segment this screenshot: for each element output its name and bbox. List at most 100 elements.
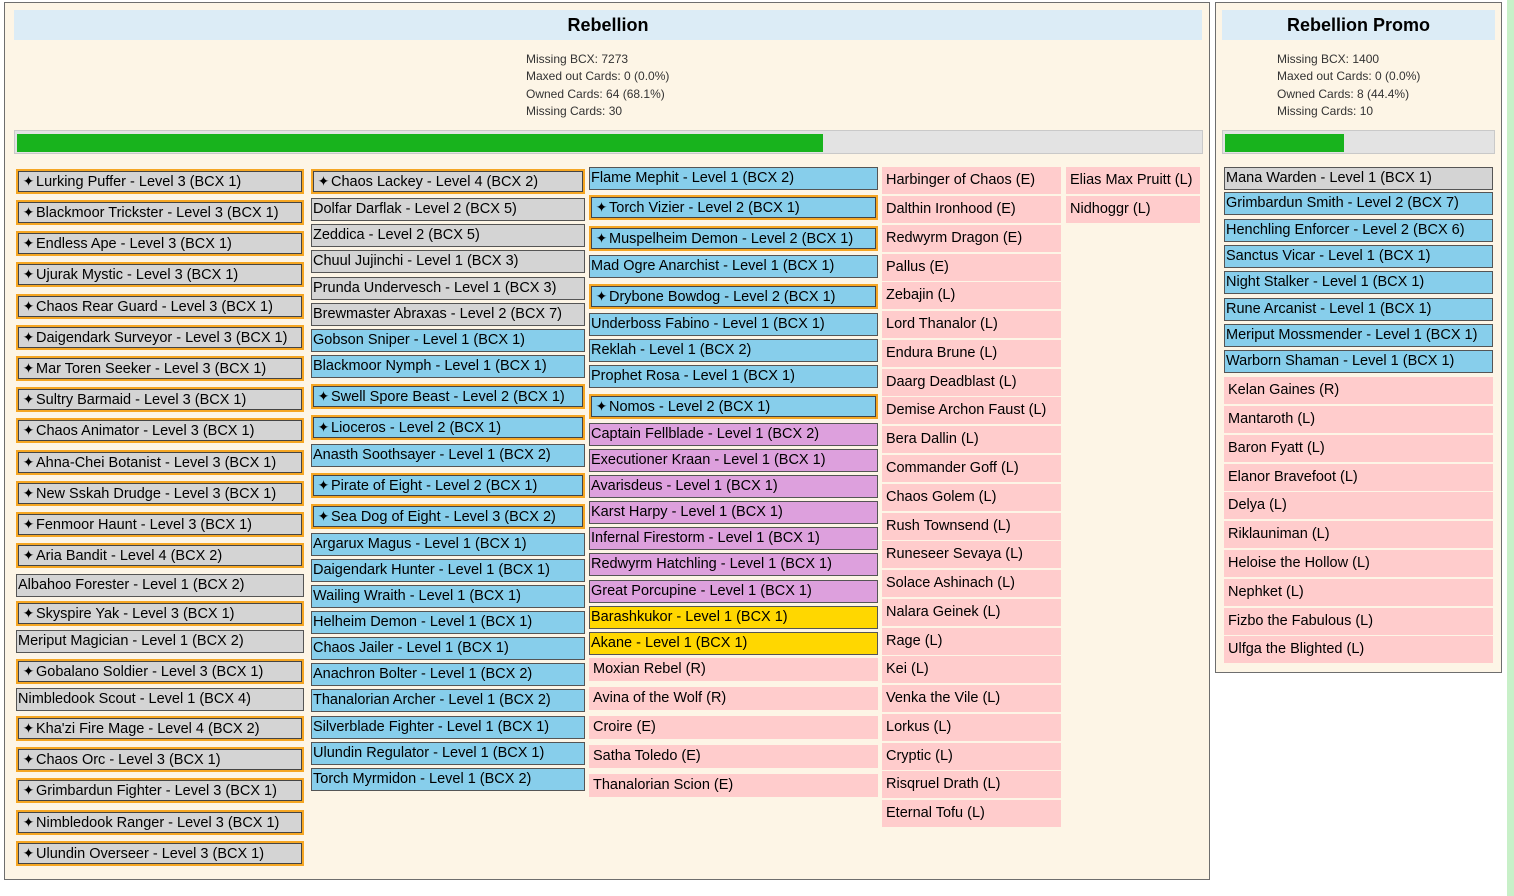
card-item[interactable]: ✦ Sea Dog of Eight - Level 3 (BCX 2)	[311, 504, 585, 529]
card-item[interactable]: Rush Townsend (L)	[882, 513, 1061, 540]
card-item[interactable]: Lorkus (L)	[882, 714, 1061, 741]
card-item[interactable]: Bera Dallin (L)	[882, 426, 1061, 453]
card-item[interactable]: ✦ Kha'zi Fire Mage - Level 4 (BCX 2)	[16, 716, 304, 741]
card-item[interactable]: ✦ Chaos Rear Guard - Level 3 (BCX 1)	[16, 294, 304, 319]
card-item[interactable]: ✦ Endless Ape - Level 3 (BCX 1)	[16, 231, 304, 256]
card-item[interactable]: Dalthin Ironhood (E)	[882, 196, 1061, 223]
card-item[interactable]: Zeddica - Level 2 (BCX 5)	[311, 224, 585, 247]
card-item[interactable]: Reklah - Level 1 (BCX 2)	[589, 339, 878, 362]
card-item[interactable]: Great Porcupine - Level 1 (BCX 1)	[589, 580, 878, 603]
card-item[interactable]: Henchling Enforcer - Level 2 (BCX 6)	[1224, 219, 1493, 242]
card-item[interactable]: Meriput Mossmender - Level 1 (BCX 1)	[1224, 324, 1493, 347]
card-item[interactable]: Blackmoor Nymph - Level 1 (BCX 1)	[311, 355, 585, 378]
card-item[interactable]: ✦ Ahna-Chei Botanist - Level 3 (BCX 1)	[16, 450, 304, 475]
card-item[interactable]: Anachron Bolter - Level 1 (BCX 2)	[311, 663, 585, 686]
card-item[interactable]: Zebajin (L)	[882, 282, 1061, 309]
card-item[interactable]: ✦ Fenmoor Haunt - Level 3 (BCX 1)	[16, 512, 304, 537]
card-item[interactable]: ✦ Daigendark Surveyor - Level 3 (BCX 1)	[16, 325, 304, 350]
card-item[interactable]: Nephket (L)	[1224, 579, 1493, 606]
card-item[interactable]: Avarisdeus - Level 1 (BCX 1)	[589, 475, 878, 498]
card-item[interactable]: Night Stalker - Level 1 (BCX 1)	[1224, 271, 1493, 294]
card-item[interactable]: Solace Ashinach (L)	[882, 570, 1061, 597]
card-item[interactable]: ✦ Chaos Animator - Level 3 (BCX 1)	[16, 418, 304, 443]
card-item[interactable]: Karst Harpy - Level 1 (BCX 1)	[589, 501, 878, 524]
card-item[interactable]: ✦ Grimbardun Fighter - Level 3 (BCX 1)	[16, 778, 304, 803]
card-item[interactable]: Dolfar Darflak - Level 2 (BCX 5)	[311, 198, 585, 221]
card-item[interactable]: ✦ Lioceros - Level 2 (BCX 1)	[311, 415, 585, 440]
card-item[interactable]: ✦ Skyspire Yak - Level 3 (BCX 1)	[16, 601, 304, 626]
card-item[interactable]: Moxian Rebel (R)	[589, 658, 878, 681]
card-item[interactable]: Grimbardun Smith - Level 2 (BCX 7)	[1224, 192, 1493, 215]
card-item[interactable]: ✦ Sultry Barmaid - Level 3 (BCX 1)	[16, 387, 304, 412]
card-item[interactable]: ✦ Lurking Puffer - Level 3 (BCX 1)	[16, 169, 304, 194]
card-item[interactable]: Ulundin Regulator - Level 1 (BCX 1)	[311, 742, 585, 765]
card-item[interactable]: Baron Fyatt (L)	[1224, 435, 1493, 462]
card-item[interactable]: Nalara Geinek (L)	[882, 599, 1061, 626]
card-item[interactable]: Infernal Firestorm - Level 1 (BCX 1)	[589, 527, 878, 550]
card-item[interactable]: Flame Mephit - Level 1 (BCX 2)	[589, 167, 878, 190]
card-item[interactable]: Thanalorian Archer - Level 1 (BCX 2)	[311, 689, 585, 712]
card-item[interactable]: ✦ Chaos Orc - Level 3 (BCX 1)	[16, 747, 304, 772]
card-item[interactable]: Kei (L)	[882, 656, 1061, 683]
card-item[interactable]: Satha Toledo (E)	[589, 745, 878, 768]
card-item[interactable]: Meriput Magician - Level 1 (BCX 2)	[16, 630, 304, 653]
card-item[interactable]: Delya (L)	[1224, 492, 1493, 519]
card-item[interactable]: Underboss Fabino - Level 1 (BCX 1)	[589, 313, 878, 336]
card-item[interactable]: Harbinger of Chaos (E)	[882, 167, 1061, 194]
card-item[interactable]: Argarux Magus - Level 1 (BCX 1)	[311, 533, 585, 556]
card-item[interactable]: ✦ Drybone Bowdog - Level 2 (BCX 1)	[589, 284, 878, 309]
card-item[interactable]: Helheim Demon - Level 1 (BCX 1)	[311, 611, 585, 634]
card-item[interactable]: ✦ Ujurak Mystic - Level 3 (BCX 1)	[16, 262, 304, 287]
card-item[interactable]: Riklauniman (L)	[1224, 521, 1493, 548]
card-item[interactable]: Torch Myrmidon - Level 1 (BCX 2)	[311, 768, 585, 791]
card-item[interactable]: Endura Brune (L)	[882, 340, 1061, 367]
card-item[interactable]: Rage (L)	[882, 628, 1061, 655]
card-item[interactable]: Prophet Rosa - Level 1 (BCX 1)	[589, 365, 878, 388]
card-item[interactable]: Thanalorian Scion (E)	[589, 774, 878, 797]
card-item[interactable]: Croire (E)	[589, 716, 878, 739]
card-item[interactable]: Risqruel Drath (L)	[882, 771, 1061, 798]
card-item[interactable]: Lord Thanalor (L)	[882, 311, 1061, 338]
card-item[interactable]: Kelan Gaines (R)	[1224, 377, 1493, 404]
card-item[interactable]: ✦ Blackmoor Trickster - Level 3 (BCX 1)	[16, 200, 304, 225]
card-item[interactable]: ✦ Swell Spore Beast - Level 2 (BCX 1)	[311, 384, 585, 409]
card-item[interactable]: Redwyrm Hatchling - Level 1 (BCX 1)	[589, 553, 878, 576]
card-item[interactable]: Sanctus Vicar - Level 1 (BCX 1)	[1224, 245, 1493, 268]
card-item[interactable]: Elias Max Pruitt (L)	[1066, 167, 1200, 194]
card-item[interactable]: Prunda Undervesch - Level 1 (BCX 3)	[311, 277, 585, 300]
card-item[interactable]: ✦ Aria Bandit - Level 4 (BCX 2)	[16, 543, 304, 568]
card-item[interactable]: Anasth Soothsayer - Level 1 (BCX 2)	[311, 444, 585, 467]
card-item[interactable]: Demise Archon Faust (L)	[882, 397, 1061, 424]
card-item[interactable]: Warborn Shaman - Level 1 (BCX 1)	[1224, 350, 1493, 373]
card-item[interactable]: ✦ Torch Vizier - Level 2 (BCX 1)	[589, 195, 878, 220]
card-item[interactable]: Chuul Jujinchi - Level 1 (BCX 3)	[311, 250, 585, 273]
card-item[interactable]: Nimbledook Scout - Level 1 (BCX 4)	[16, 688, 304, 711]
card-item[interactable]: ✦ Mar Toren Seeker - Level 3 (BCX 1)	[16, 356, 304, 381]
card-item[interactable]: Rune Arcanist - Level 1 (BCX 1)	[1224, 298, 1493, 321]
card-item[interactable]: Albahoo Forester - Level 1 (BCX 2)	[16, 574, 304, 597]
card-item[interactable]: ✦ Pirate of Eight - Level 2 (BCX 1)	[311, 473, 585, 498]
card-item[interactable]: ✦ Ulundin Overseer - Level 3 (BCX 1)	[16, 841, 304, 866]
card-item[interactable]: Mad Ogre Anarchist - Level 1 (BCX 1)	[589, 255, 878, 278]
card-item[interactable]: Barashkukor - Level 1 (BCX 1)	[589, 606, 878, 629]
card-item[interactable]: ✦ Muspelheim Demon - Level 2 (BCX 1)	[589, 226, 878, 251]
card-item[interactable]: ✦ Gobalano Soldier - Level 3 (BCX 1)	[16, 659, 304, 684]
card-item[interactable]: ✦ Chaos Lackey - Level 4 (BCX 2)	[311, 169, 585, 194]
card-item[interactable]: Silverblade Fighter - Level 1 (BCX 1)	[311, 716, 585, 739]
card-item[interactable]: Elanor Bravefoot (L)	[1224, 464, 1493, 491]
card-item[interactable]: Captain Fellblade - Level 1 (BCX 2)	[589, 423, 878, 446]
card-item[interactable]: Akane - Level 1 (BCX 1)	[589, 632, 878, 655]
card-item[interactable]: Commander Goff (L)	[882, 455, 1061, 482]
card-item[interactable]: Chaos Jailer - Level 1 (BCX 1)	[311, 637, 585, 660]
card-item[interactable]: Brewmaster Abraxas - Level 2 (BCX 7)	[311, 303, 585, 326]
card-item[interactable]: Executioner Kraan - Level 1 (BCX 1)	[589, 449, 878, 472]
card-item[interactable]: Wailing Wraith - Level 1 (BCX 1)	[311, 585, 585, 608]
card-item[interactable]: Mana Warden - Level 1 (BCX 1)	[1224, 167, 1493, 190]
card-item[interactable]: Ulfga the Blighted (L)	[1224, 636, 1493, 663]
card-item[interactable]: Daarg Deadblast (L)	[882, 369, 1061, 396]
card-item[interactable]: Avina of the Wolf (R)	[589, 687, 878, 710]
card-item[interactable]: Pallus (E)	[882, 254, 1061, 281]
card-item[interactable]: Gobson Sniper - Level 1 (BCX 1)	[311, 329, 585, 352]
card-item[interactable]: Runeseer Sevaya (L)	[882, 541, 1061, 568]
card-item[interactable]: Redwyrm Dragon (E)	[882, 225, 1061, 252]
